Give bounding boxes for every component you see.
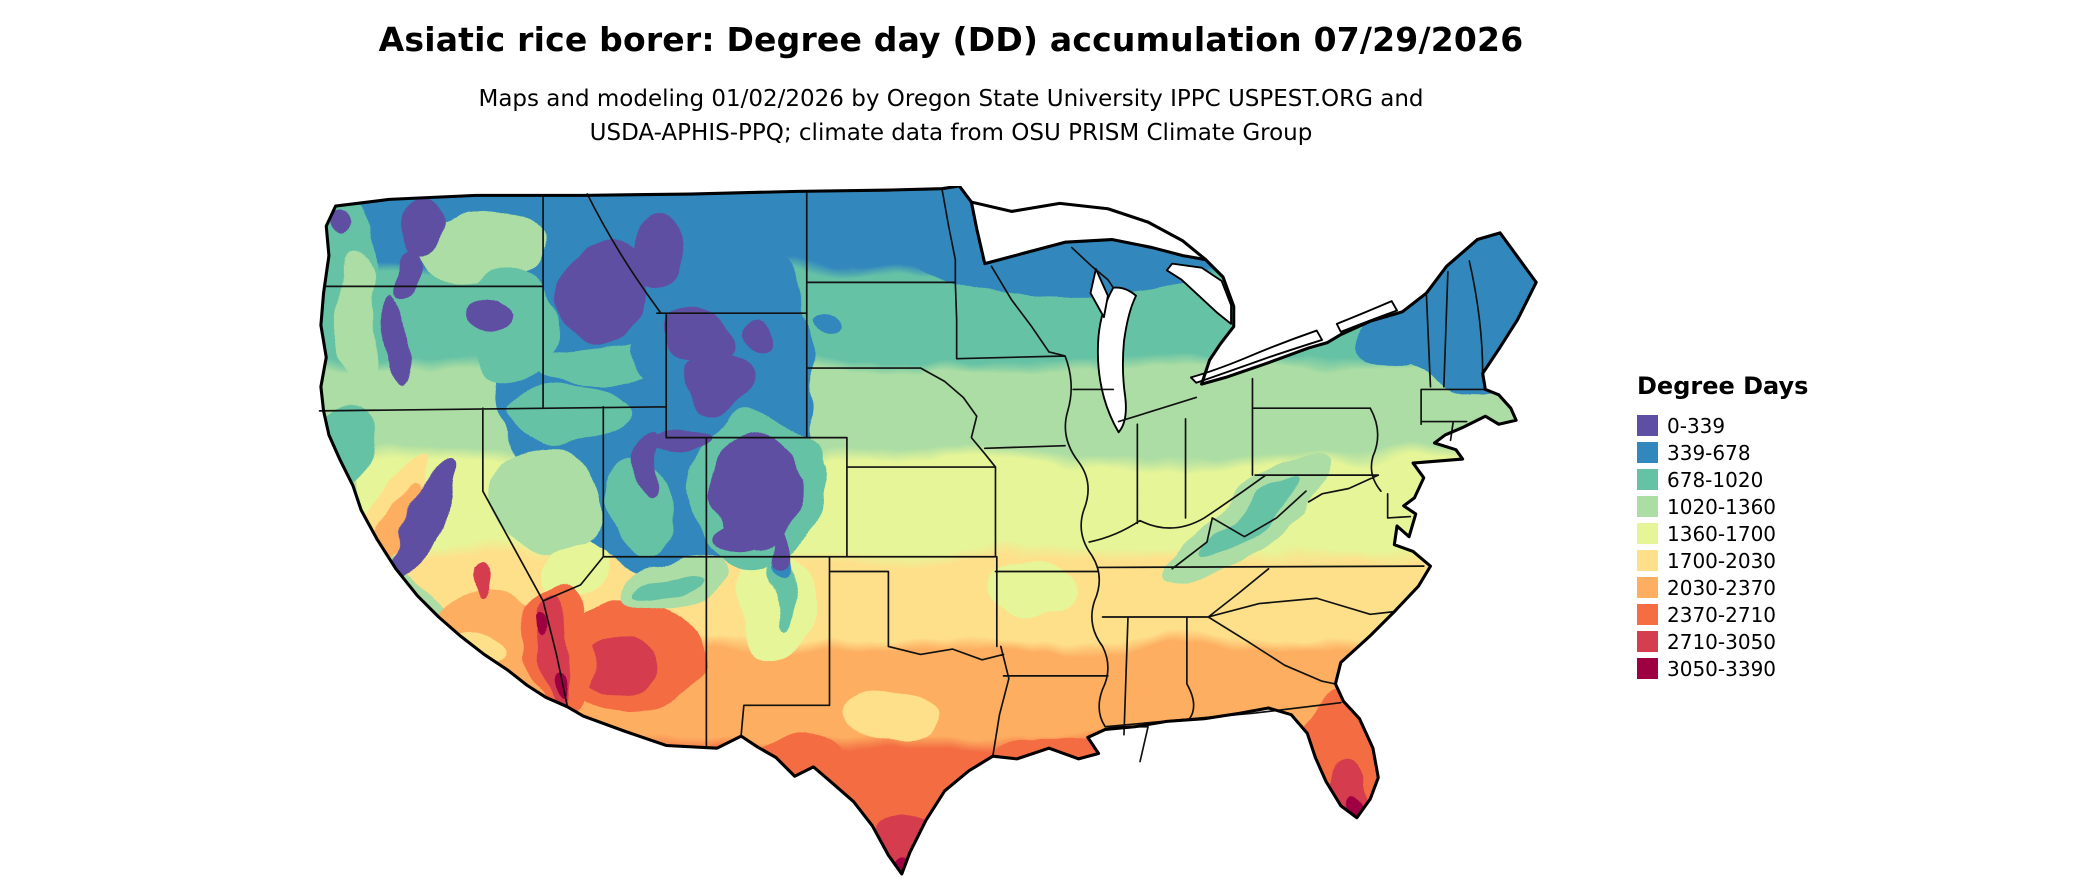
legend-swatch <box>1637 631 1658 652</box>
legend-swatch <box>1637 577 1658 598</box>
legend-entry: 3050-3390 <box>1637 655 1808 682</box>
map-subtitle-line1: Maps and modeling 01/02/2026 by Oregon S… <box>478 86 1424 112</box>
legend-entry-label: 1700-2030 <box>1667 548 1777 573</box>
legend-entry-label: 1360-1700 <box>1667 521 1777 546</box>
legend-entry-label: 2710-3050 <box>1667 629 1777 654</box>
legend-swatch <box>1637 469 1658 490</box>
legend-swatch <box>1637 550 1658 571</box>
lake-huron <box>1165 262 1232 325</box>
legend-entry-label: 3050-3390 <box>1667 656 1777 681</box>
legend-entry-label: 2030-2370 <box>1667 575 1777 600</box>
legend-entry: 2370-2710 <box>1637 601 1808 628</box>
legend-entry: 2710-3050 <box>1637 628 1808 655</box>
legend-entry-label: 2370-2710 <box>1667 602 1777 627</box>
legend-entry: 339-678 <box>1637 439 1808 466</box>
legend-entry-label: 678-1020 <box>1667 467 1764 492</box>
legend-swatch <box>1637 442 1658 463</box>
map-subtitle-line2: USDA-APHIS-PPQ; climate data from OSU PR… <box>589 120 1313 146</box>
legend-entry: 2030-2370 <box>1637 574 1808 601</box>
legend-entry-label: 0-339 <box>1667 413 1726 438</box>
legend-swatch <box>1637 523 1658 544</box>
legend-entry: 678-1020 <box>1637 466 1808 493</box>
legend-swatch <box>1637 604 1658 625</box>
legend-title: Degree Days <box>1637 372 1809 400</box>
legend-entry-label: 339-678 <box>1667 440 1751 465</box>
legend-swatch <box>1637 658 1658 679</box>
lake-michigan <box>1096 286 1137 434</box>
map-title: Asiatic rice borer: Degree day (DD) accu… <box>378 20 1524 59</box>
lake-erie <box>1189 329 1323 384</box>
legend-entry: 1700-2030 <box>1637 547 1808 574</box>
legend-entry: 1360-1700 <box>1637 520 1808 547</box>
map-legend: Degree Days 0-339 339-678 678-1020 1020-… <box>1637 372 1808 682</box>
map-subtitle: Maps and modeling 01/02/2026 by Oregon S… <box>0 82 1902 150</box>
legend-entry: 1020-1360 <box>1637 493 1808 520</box>
legend-entry-label: 1020-1360 <box>1667 494 1777 519</box>
legend-swatch <box>1637 496 1658 517</box>
legend-entry: 0-339 <box>1637 412 1808 439</box>
us-degree-day-map <box>315 186 1601 882</box>
national-outline <box>319 186 1538 876</box>
green-bay <box>1089 268 1109 319</box>
legend-swatch <box>1637 415 1658 436</box>
canada-border-lake-superior <box>969 200 1208 262</box>
great-lakes <box>1089 262 1398 434</box>
